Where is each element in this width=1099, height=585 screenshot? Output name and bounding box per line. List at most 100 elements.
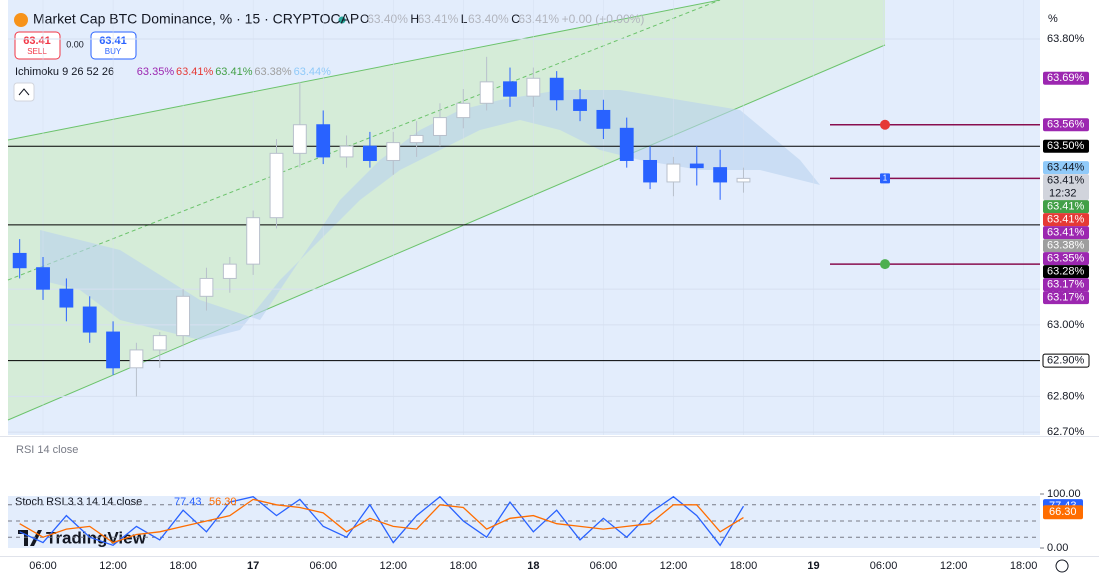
candle-body (36, 267, 50, 290)
candle-body (713, 167, 728, 183)
stoch-legend-value: 56.30 (209, 496, 237, 508)
rsi-title: RSI 14 close (16, 444, 78, 456)
price-label: 63.17% (1047, 279, 1085, 291)
candle-body (199, 277, 214, 297)
x-tick-label: 06:00 (309, 560, 337, 572)
indicator-value: 63.38% (254, 66, 292, 78)
candle-body (666, 163, 681, 183)
time-axis-divider (0, 556, 1099, 557)
candle-body (433, 117, 447, 136)
x-tick-label: 12:00 (379, 560, 407, 572)
price-label-bg (1043, 278, 1089, 292)
x-tick-label: 12:00 (660, 560, 688, 572)
candle-body (222, 263, 237, 279)
channel-mid (7, 0, 721, 281)
price-label: 63.50% (1047, 140, 1085, 152)
x-tick-label: 06:00 (590, 560, 618, 572)
x-tick-label: 18:00 (169, 560, 197, 572)
collapse-icon (18, 88, 30, 96)
price-label-bg (1043, 139, 1089, 153)
price-label-bg (1043, 239, 1089, 253)
market-status (338, 16, 346, 24)
candle-body (106, 331, 120, 369)
order-marker (880, 259, 890, 270)
buy-label: BUY (105, 47, 122, 56)
y-tick-label: 63.00% (1047, 319, 1085, 331)
indicator-value: 63.44% (294, 66, 332, 78)
stoch-line (19, 498, 744, 544)
price-label-bg (1043, 71, 1089, 85)
axis-unit: % (1048, 13, 1058, 25)
indicator-name: Ichimoku 9 26 52 26 (15, 66, 114, 78)
x-tick-label: 12:00 (940, 560, 968, 572)
axis-label-bg (1043, 505, 1083, 520)
ohlc-value: 63.41% (418, 12, 459, 26)
channel-upper (7, 0, 721, 141)
price-label: 63.17% (1047, 292, 1085, 304)
candle-body (643, 159, 658, 183)
price-label-bg (1043, 252, 1089, 266)
ohlc-key: H (410, 12, 419, 26)
candle-body (269, 152, 284, 219)
price-label: 63.35% (1047, 253, 1085, 265)
candle-body (689, 163, 704, 169)
ohlc-key: C (511, 12, 520, 26)
price-label: 63.41% (1047, 214, 1085, 226)
x-tick-label: 06:00 (29, 560, 57, 572)
candle-body (456, 102, 471, 119)
ohlc-value: 63.40% (468, 12, 509, 26)
channel-lower (7, 44, 886, 421)
ohlc-change: +0.00 (+0.00%) (562, 12, 645, 26)
candle-body (573, 99, 587, 111)
sell-price: 63.41 (23, 35, 51, 47)
stoch-title: Stoch RSI 3 3 14 14 close (15, 496, 142, 508)
branding: TradingView (46, 528, 147, 547)
price-label: 63.44% (1047, 162, 1085, 174)
y-tick-label: 0.00 (1047, 542, 1068, 554)
candle-body (619, 127, 634, 161)
candle-body (549, 77, 564, 101)
pane-divider (0, 436, 1099, 437)
price-label-bg (1043, 265, 1089, 279)
price-label: 63.38% (1047, 240, 1085, 252)
x-tick-label: 18:00 (450, 560, 478, 572)
x-tick-label: 18:00 (1010, 560, 1038, 572)
order-marker (880, 173, 890, 184)
y-tick-label: 100.00 (1047, 488, 1081, 500)
x-tick-label: 12:00 (99, 560, 127, 572)
candle-body (129, 349, 144, 369)
x-tick-label: 18 (527, 560, 539, 572)
price-label-bg (1043, 174, 1089, 201)
ohlc-key: O (360, 12, 369, 26)
sell-label: SELL (27, 47, 47, 56)
y-tick-label: 63.80% (1047, 33, 1085, 45)
price-label-bg (1043, 213, 1089, 227)
collapse-button[interactable] (13, 82, 35, 102)
candle-body (503, 81, 517, 97)
y-tick-label: 62.70% (1047, 426, 1085, 438)
candle-body (246, 217, 261, 265)
stoch-legend-value: 77.43 (174, 496, 202, 508)
x-tick-label: 18:00 (730, 560, 758, 572)
price-label: 63.41% (1047, 175, 1085, 187)
order-label: 1 (883, 173, 888, 182)
price-label-bg (1043, 161, 1089, 175)
x-tick-label: 06:00 (870, 560, 898, 572)
price-label: 63.28% (1047, 266, 1085, 278)
price-label: 62.90% (1047, 355, 1085, 367)
candle-body (386, 142, 401, 161)
candle-body (316, 124, 331, 158)
price-label-bg (1043, 118, 1089, 132)
settings-icon[interactable] (1055, 559, 1069, 573)
indicator-value: 63.41% (176, 66, 214, 78)
stoch-line (19, 495, 745, 547)
candle-body (82, 306, 97, 333)
candle-body (409, 134, 424, 144)
price-label-bg (1043, 200, 1089, 214)
candle-body (596, 109, 611, 129)
price-label: 63.41% (1047, 201, 1085, 213)
symbol-title: Market Cap BTC Dominance, % · 15 · CRYPT… (33, 11, 359, 27)
price-label: 63.56% (1047, 119, 1085, 131)
ohlc-key: L (461, 12, 468, 26)
